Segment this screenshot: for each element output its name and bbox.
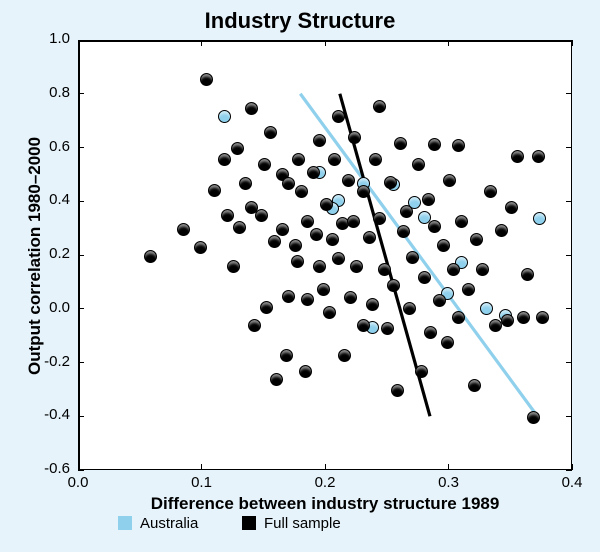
scatter-point-full_sample [218,153,231,166]
scatter-point-full_sample [484,185,497,198]
scatter-point-full_sample [320,198,333,211]
legend-label: Full sample [264,515,341,532]
scatter-point-full_sample [328,153,341,166]
scatter-point-full_sample [378,263,391,276]
scatter-point-full_sample [384,176,397,189]
scatter-point-full_sample [536,311,549,324]
legend-swatch [242,516,256,530]
scatter-point-full_sample [289,239,302,252]
trend-lines [0,0,600,552]
scatter-point-full_sample [326,233,339,246]
scatter-point-full_sample [291,255,304,268]
scatter-point-full_sample [468,379,481,392]
scatter-point-full_sample [511,150,524,163]
scatter-point-full_sample [452,311,465,324]
scatter-point-full_sample [505,201,518,214]
scatter-point-full_sample [357,185,370,198]
scatter-point-full_sample [489,319,502,332]
scatter-point-australia [533,212,546,225]
scatter-point-full_sample [441,336,454,349]
scatter-point-full_sample [194,241,207,254]
scatter-point-full_sample [369,153,382,166]
legend-label: Australia [140,515,198,532]
scatter-point-full_sample [422,193,435,206]
scatter-point-full_sample [310,228,323,241]
scatter-point-full_sample [437,239,450,252]
scatter-point-full_sample [406,251,419,264]
scatter-point-full_sample [295,185,308,198]
scatter-point-full_sample [280,349,293,362]
scatter-point-full_sample [391,384,404,397]
scatter-point-full_sample [292,153,305,166]
scatter-point-full_sample [264,126,277,139]
scatter-point-full_sample [373,212,386,225]
scatter-point-full_sample [400,205,413,218]
scatter-point-full_sample [433,294,446,307]
scatter-point-full_sample [221,209,234,222]
scatter-point-full_sample [208,184,221,197]
scatter-point-full_sample [495,224,508,237]
scatter-point-full_sample [363,231,376,244]
scatter-point-full_sample [447,263,460,276]
scatter-point-full_sample [301,215,314,228]
scatter-point-full_sample [527,411,540,424]
scatter-point-full_sample [332,110,345,123]
legend-swatch [118,516,132,530]
scatter-point-full_sample [394,137,407,150]
scatter-point-full_sample [455,215,468,228]
scatter-point-full_sample [415,365,428,378]
scatter-point-australia [218,110,231,123]
scatter-point-full_sample [144,250,157,263]
scatter-point-full_sample [452,139,465,152]
scatter-point-full_sample [299,365,312,378]
scatter-point-australia [480,302,493,315]
scatter-point-full_sample [231,142,244,155]
scatter-point-full_sample [332,252,345,265]
scatter-point-full_sample [276,223,289,236]
scatter-point-full_sample [357,319,370,332]
scatter-point-full_sample [260,301,273,314]
scatter-point-full_sample [338,349,351,362]
scatter-point-full_sample [342,174,355,187]
scatter-point-full_sample [373,100,386,113]
scatter-point-full_sample [301,293,314,306]
scatter-point-full_sample [347,215,360,228]
scatter-point-full_sample [532,150,545,163]
scatter-point-full_sample [501,314,514,327]
scatter-point-full_sample [268,235,281,248]
scatter-point-full_sample [462,283,475,296]
scatter-point-full_sample [258,158,271,171]
